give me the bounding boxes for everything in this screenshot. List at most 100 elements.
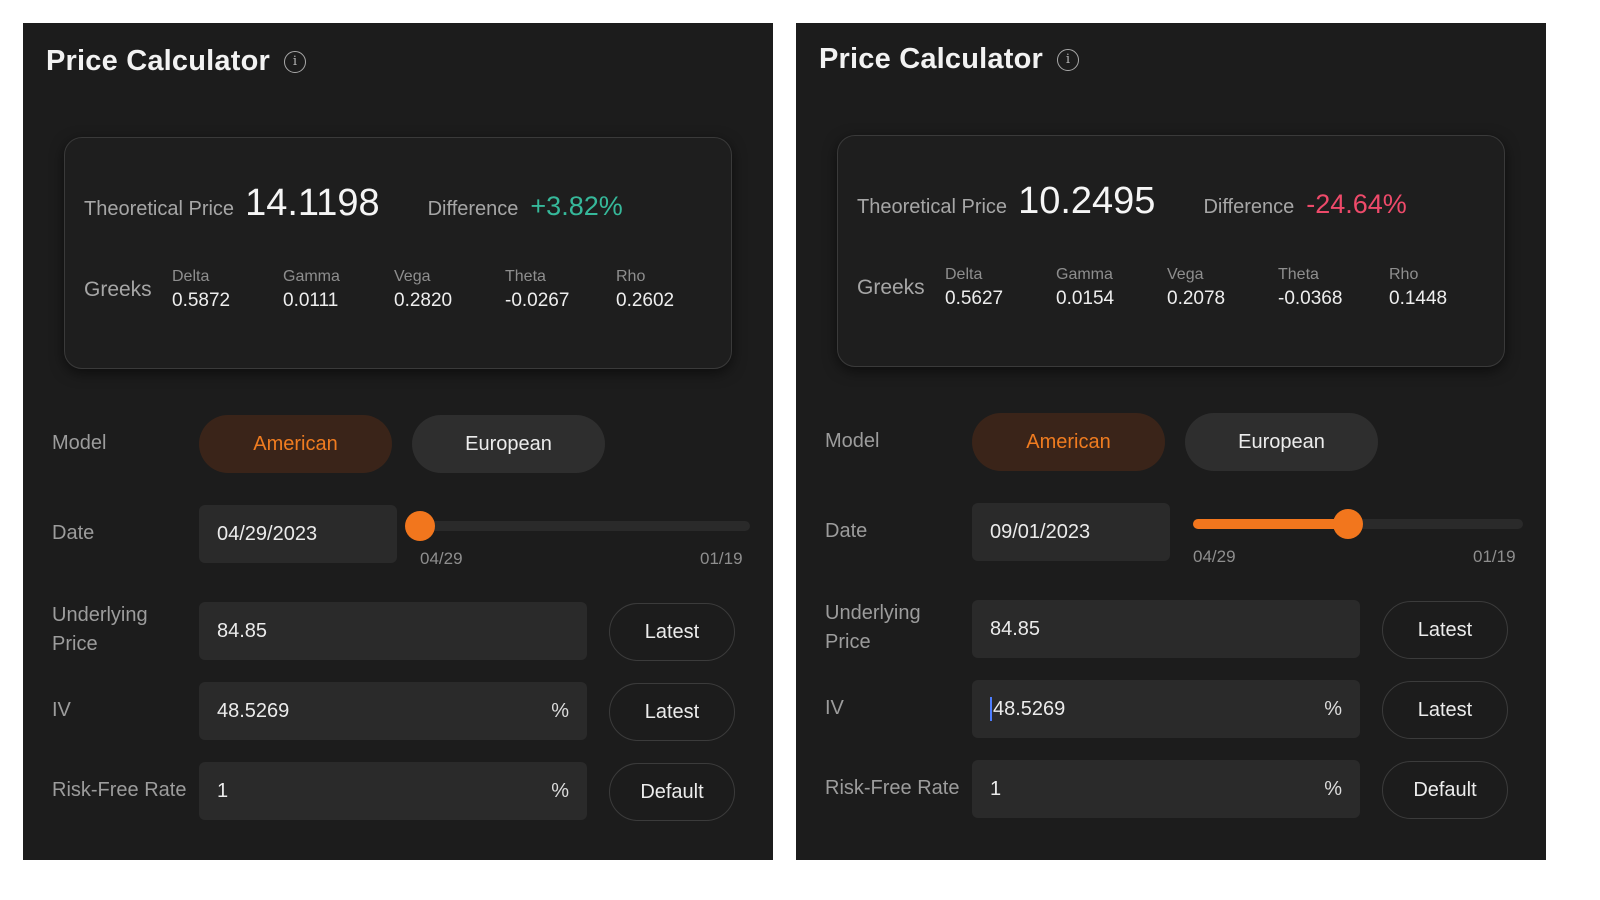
risk-free-rate-value: 1 [217, 779, 229, 802]
date-value: 04/29/2023 [217, 522, 318, 545]
underlying-price-value: 84.85 [217, 619, 268, 642]
underlying-price-label: Underlying Price [825, 599, 921, 657]
model-european-button[interactable]: European [1185, 413, 1378, 471]
theoretical-price-label: Theoretical Price [84, 198, 235, 220]
price-calculator-panel-2: Price Calculator i Theoretical Price 10.… [796, 23, 1546, 860]
greek-name: Delta [945, 266, 983, 283]
greek-value: 0.5872 [172, 290, 231, 311]
info-icon[interactable]: i [1057, 48, 1080, 71]
greek-value: 0.2602 [616, 290, 675, 311]
price-calculator-panel-1: Price Calculator i Theoretical Price 14.… [23, 23, 773, 860]
underlying-label-line1: Underlying [825, 602, 921, 624]
date-label: Date [825, 520, 868, 542]
model-american-button[interactable]: American [199, 415, 392, 473]
greek-name: Delta [172, 268, 210, 285]
difference-value: +3.82% [530, 191, 623, 221]
difference-value: -24.64% [1306, 189, 1407, 219]
slider-min-label: 04/29 [1193, 547, 1236, 566]
date-label: Date [52, 522, 95, 544]
greek-value: 0.0154 [1056, 288, 1115, 309]
date-value: 09/01/2023 [990, 520, 1091, 543]
rate-default-button[interactable]: Default [1382, 761, 1508, 819]
iv-unit: % [1324, 697, 1342, 720]
summary-card: Theoretical Price 10.2495 Difference -24… [837, 135, 1505, 367]
slider-thumb[interactable] [1333, 509, 1364, 539]
text-caret [990, 697, 992, 721]
iv-value: 48.5269 [217, 699, 290, 722]
underlying-label-line1: Underlying [52, 604, 148, 626]
iv-label: IV [825, 697, 844, 719]
greek-value: -0.0267 [505, 290, 570, 311]
iv-latest-button[interactable]: Latest [1382, 681, 1508, 739]
greek-delta: Delta 0.5627 [945, 266, 1056, 310]
rate-unit: % [1324, 777, 1342, 800]
greek-value: 0.0111 [283, 290, 339, 311]
page-title: Price Calculator [46, 45, 271, 77]
price-row: Theoretical Price 10.2495 Difference -24… [857, 180, 1407, 223]
date-slider[interactable] [1193, 509, 1523, 539]
greek-name: Gamma [283, 268, 340, 285]
info-icon[interactable]: i [284, 50, 307, 73]
greeks-row: Greeks Delta 0.5627 Gamma 0.0154 Vega 0.… [857, 266, 1500, 310]
slider-max-label: 01/19 [700, 549, 743, 568]
date-slider[interactable] [405, 511, 750, 541]
model-american-button[interactable]: American [972, 413, 1165, 471]
risk-free-rate-label: Risk-Free Rate [52, 779, 187, 801]
iv-input[interactable]: 48.5269 % [972, 680, 1360, 738]
greek-theta: Theta -0.0368 [1278, 266, 1389, 310]
underlying-latest-button[interactable]: Latest [1382, 601, 1508, 659]
model-label: Model [52, 432, 107, 454]
theoretical-price-value: 14.1198 [245, 182, 380, 224]
model-european-button[interactable]: European [412, 415, 605, 473]
underlying-latest-button[interactable]: Latest [609, 603, 735, 661]
greek-value: 0.2078 [1167, 288, 1226, 309]
greek-vega: Vega 0.2820 [394, 268, 505, 312]
price-row: Theoretical Price 14.1198 Difference +3.… [84, 182, 623, 225]
greek-value: -0.0368 [1278, 288, 1343, 309]
iv-unit: % [551, 699, 569, 722]
underlying-price-input[interactable]: 84.85 [199, 602, 587, 660]
slider-max-label: 01/19 [1473, 547, 1516, 566]
risk-free-rate-input[interactable]: 1 % [199, 762, 587, 820]
underlying-label-line2: Price [52, 633, 98, 655]
greek-gamma: Gamma 0.0111 [283, 268, 394, 312]
model-label: Model [825, 430, 880, 452]
difference-label: Difference [427, 198, 519, 220]
underlying-label-line2: Price [825, 631, 871, 653]
greek-name: Vega [1167, 266, 1204, 283]
greek-delta: Delta 0.5872 [172, 268, 283, 312]
rate-default-button[interactable]: Default [609, 763, 735, 821]
panel-header: Price Calculator i [46, 45, 307, 78]
greek-name: Vega [394, 268, 431, 285]
greek-name: Rho [616, 268, 646, 285]
iv-input[interactable]: 48.5269 % [199, 682, 587, 740]
greek-rho: Rho 0.2602 [616, 268, 727, 312]
underlying-price-value: 84.85 [990, 617, 1041, 640]
greek-name: Rho [1389, 266, 1419, 283]
slider-min-label: 04/29 [420, 549, 463, 568]
greeks-label: Greeks [84, 278, 152, 301]
panel-header: Price Calculator i [819, 43, 1080, 76]
greek-name: Theta [1278, 266, 1319, 283]
difference-label: Difference [1203, 196, 1295, 218]
greek-theta: Theta -0.0267 [505, 268, 616, 312]
page-title: Price Calculator [819, 43, 1044, 75]
greek-name: Gamma [1056, 266, 1113, 283]
risk-free-rate-input[interactable]: 1 % [972, 760, 1360, 818]
greek-value: 0.1448 [1389, 288, 1448, 309]
underlying-price-input[interactable]: 84.85 [972, 600, 1360, 658]
greek-name: Theta [505, 268, 546, 285]
greek-vega: Vega 0.2078 [1167, 266, 1278, 310]
slider-fill [1193, 519, 1349, 529]
theoretical-price-value: 10.2495 [1018, 180, 1156, 222]
slider-thumb[interactable] [405, 511, 435, 541]
greek-rho: Rho 0.1448 [1389, 266, 1500, 310]
date-input[interactable]: 09/01/2023 [972, 503, 1170, 561]
underlying-price-label: Underlying Price [52, 601, 148, 659]
iv-latest-button[interactable]: Latest [609, 683, 735, 741]
greeks-row: Greeks Delta 0.5872 Gamma 0.0111 Vega 0.… [84, 268, 727, 312]
greeks-label: Greeks [857, 276, 925, 299]
date-input[interactable]: 04/29/2023 [199, 505, 397, 563]
rate-unit: % [551, 779, 569, 802]
iv-label: IV [52, 699, 71, 721]
